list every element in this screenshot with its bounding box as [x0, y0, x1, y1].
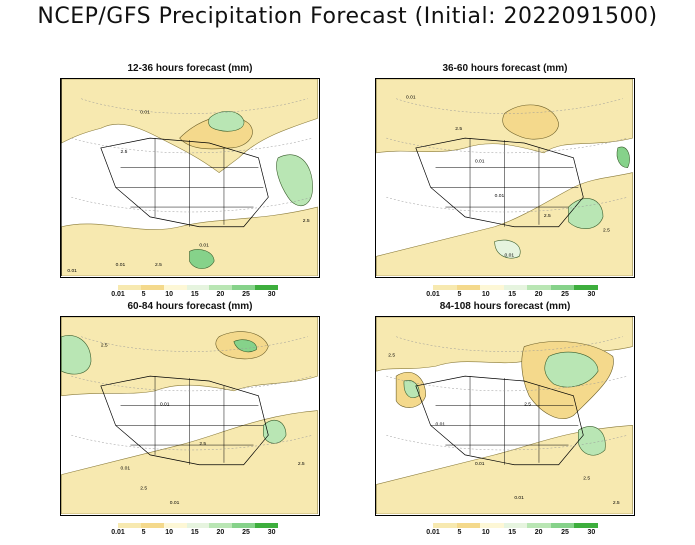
legend-label: 0.01	[111, 529, 125, 536]
legend-label: 30	[267, 291, 276, 298]
precipitation-map: 2.5 0.01 2.5 0.01 2.5 0.01 2.5	[375, 316, 635, 516]
contour-label: 2.5	[583, 476, 590, 482]
panel-title: 60-84 hours forecast (mm)	[127, 301, 253, 312]
legend-label: 15	[508, 291, 517, 298]
contour-label: 2.5	[101, 343, 108, 349]
legend-label: 30	[267, 529, 276, 536]
legend-label: 20	[216, 291, 225, 298]
contour-label: 2.5	[603, 228, 610, 234]
forecast-panel-1: 12-36 hours forecast (mm) 0.01 2.5 0.01 …	[60, 63, 320, 298]
legend-label: 5	[141, 291, 146, 298]
legend-colorbar	[118, 285, 279, 290]
legend-label: 15	[508, 529, 517, 536]
contour-label: 0.01	[160, 402, 170, 408]
map-canvas: 2.5 0.01 2.5 0.01 2.5 0.01 2.5	[61, 317, 318, 514]
precipitation-map: 2.5 0.01 2.5 0.01 2.5 0.01 2.5	[60, 316, 320, 516]
legend-label: 20	[534, 291, 543, 298]
legend-label: 25	[242, 529, 250, 536]
contour-label: 2.5	[544, 213, 551, 219]
legend-label: 25	[561, 291, 569, 298]
contour-label: 0.01	[495, 193, 505, 199]
precip-legend: 0.01 5 10 15 20 25 30	[426, 523, 599, 537]
legend-colorbar	[118, 523, 279, 528]
contour-label: 0.01	[505, 252, 515, 258]
legend-label: 5	[457, 529, 462, 536]
map-canvas: 0.01 2.5 0.01 2.5 0.01 2.5 0.01	[376, 79, 633, 276]
legend-label: 10	[165, 529, 174, 536]
contour-label: 2.5	[524, 402, 531, 408]
forecast-panel-2: 36-60 hours forecast (mm) 0.01 2.5 0.01 …	[375, 63, 635, 298]
map-canvas: 2.5 0.01 2.5 0.01 2.5 0.01 2.5	[376, 317, 633, 514]
panel-title: 36-60 hours forecast (mm)	[442, 63, 568, 74]
panel-title: 12-36 hours forecast (mm)	[127, 63, 253, 74]
legend-colorbar	[433, 285, 599, 290]
contour-label: 2.5	[199, 441, 206, 447]
legend-label: 25	[242, 291, 250, 298]
map-canvas: 0.01 2.5 0.01 2.5 0.01 2.5 0.01	[61, 79, 318, 276]
contour-label: 2.5	[140, 485, 147, 491]
contour-label: 2.5	[303, 218, 310, 224]
legend-colorbar	[433, 523, 599, 528]
legend-label: 15	[190, 529, 199, 536]
legend-label: 20	[216, 529, 225, 536]
legend-label: 0.01	[426, 529, 440, 536]
legend-label: 25	[561, 529, 569, 536]
contour-label: 2.5	[388, 352, 395, 358]
contour-label: 2.5	[613, 500, 620, 506]
legend-label: 30	[587, 529, 596, 536]
legend-label: 20	[534, 529, 543, 536]
contour-label: 0.01	[121, 466, 131, 472]
legend-label: 0.01	[426, 291, 440, 298]
precip-legend: 0.01 5 10 15 20 25 30	[111, 285, 279, 299]
contour-label: 0.01	[514, 495, 524, 501]
precipitation-map: 0.01 2.5 0.01 2.5 0.01 2.5 0.01	[375, 78, 635, 278]
contour-label: 0.01	[67, 268, 77, 274]
legend-label: 5	[457, 291, 462, 298]
contour-label: 0.01	[116, 262, 126, 268]
legend-label: 10	[165, 291, 174, 298]
precip-legend: 0.01 5 10 15 20 25 30	[426, 285, 599, 299]
legend-label: 10	[481, 529, 490, 536]
contour-label: 0.01	[199, 242, 209, 248]
forecast-panel-3: 60-84 hours forecast (mm) 2.5 0.01 2.5 0…	[60, 301, 320, 536]
contour-label: 0.01	[475, 461, 485, 467]
contour-label: 0.01	[475, 159, 485, 165]
contour-label: 2.5	[155, 262, 162, 268]
panel-title: 84-108 hours forecast (mm)	[439, 301, 571, 312]
legend-label: 10	[481, 291, 490, 298]
contour-label: 0.01	[436, 421, 446, 427]
legend-label: 0.01	[111, 291, 125, 298]
page-title: NCEP/GFS Precipitation Forecast (Initial…	[37, 4, 658, 29]
precip-legend: 0.01 5 10 15 20 25 30	[111, 523, 279, 537]
legend-label: 30	[587, 291, 596, 298]
contour-label: 0.01	[170, 500, 180, 506]
contour-label: 0.01	[406, 95, 416, 101]
precipitation-map: 0.01 2.5 0.01 2.5 0.01 2.5 0.01	[60, 78, 320, 278]
contour-label: 0.01	[140, 109, 150, 115]
contour-label: 2.5	[298, 461, 305, 467]
legend-label: 15	[190, 291, 199, 298]
legend-label: 5	[141, 529, 146, 536]
forecast-panel-4: 84-108 hours forecast (mm) 2.5 0.01 2.5 …	[375, 301, 635, 536]
contour-label: 2.5	[121, 149, 128, 155]
contour-label: 2.5	[455, 126, 462, 132]
